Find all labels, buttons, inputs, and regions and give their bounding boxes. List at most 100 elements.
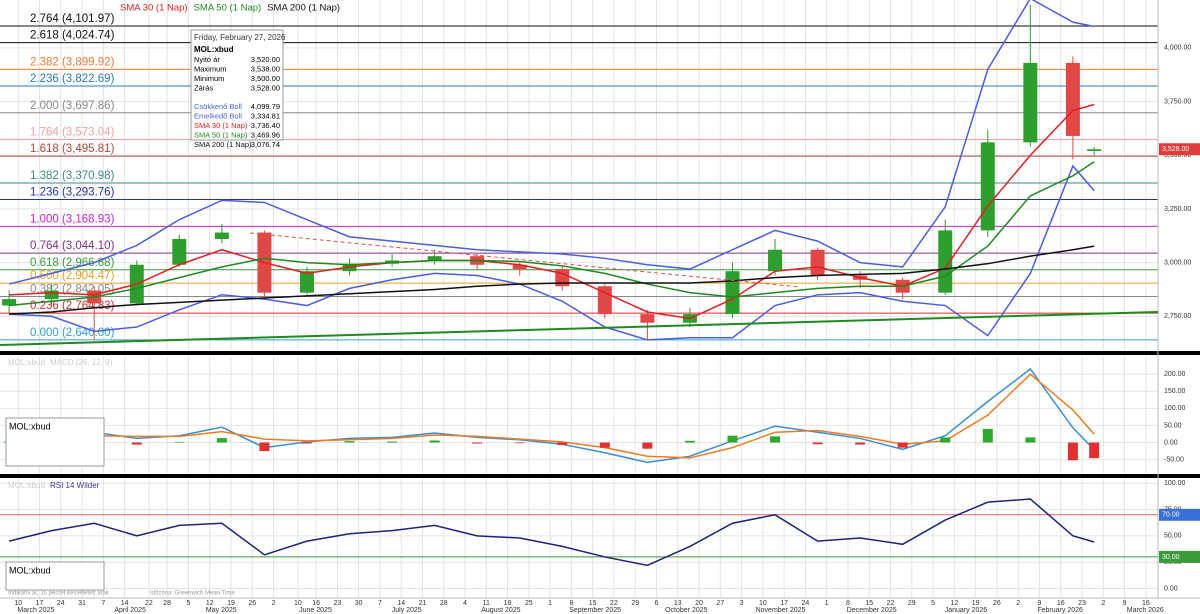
tooltip-label: SMA 50 (1 Nap) bbox=[194, 130, 248, 139]
x-tick-label: 12 bbox=[950, 600, 958, 607]
y-tick-label: 150.00 bbox=[1164, 388, 1186, 395]
candle-body bbox=[299, 271, 314, 293]
x-tick-label: 1 bbox=[548, 600, 552, 607]
x-month-label: May 2025 bbox=[206, 607, 237, 614]
x-tick-label: 21 bbox=[419, 600, 427, 607]
histogram-bar bbox=[1067, 442, 1078, 461]
x-tick-label: 2 bbox=[272, 600, 276, 607]
x-tick-label: 25 bbox=[525, 600, 533, 607]
fib-label: 0.000 (2,640.00) bbox=[30, 327, 115, 339]
histogram-bar bbox=[216, 438, 227, 443]
y-tick-label: 100.00 bbox=[1164, 405, 1186, 412]
histogram-bar bbox=[599, 442, 610, 448]
x-tick-label: 29 bbox=[908, 600, 916, 607]
y-tick-label: 3,750.00 bbox=[1164, 98, 1191, 105]
histogram-bar bbox=[131, 442, 142, 445]
series-line bbox=[8, 498, 1095, 567]
histogram-bar bbox=[642, 442, 653, 449]
candle-body bbox=[214, 232, 229, 239]
histogram-bar bbox=[982, 428, 993, 443]
tooltip-label: Nyitó ár bbox=[194, 55, 220, 64]
tooltip-symbol: MOL:xbud bbox=[194, 45, 234, 54]
candle-body bbox=[768, 249, 783, 272]
candle-body bbox=[640, 314, 655, 323]
y-tick-label: 50.00 bbox=[1164, 422, 1182, 429]
x-tick-label: 19 bbox=[227, 600, 235, 607]
candle-body bbox=[810, 249, 825, 276]
trendline bbox=[249, 232, 801, 288]
tooltip-date: Friday, February 27, 2026 bbox=[194, 33, 286, 42]
macd-legend-box bbox=[5, 417, 105, 467]
band-label: 30.00 bbox=[1162, 554, 1180, 561]
candle-body bbox=[427, 256, 442, 261]
tooltip-label: Maximum bbox=[194, 64, 227, 73]
y-tick-label: 50.00 bbox=[1164, 533, 1182, 540]
y-tick-label: -50.00 bbox=[1164, 456, 1184, 463]
x-tick-label: 10 bbox=[14, 600, 22, 607]
histogram-bar bbox=[472, 442, 483, 444]
x-tick-label: 23 bbox=[1078, 600, 1086, 607]
candle-body bbox=[597, 286, 612, 315]
y-tick-label: 100.00 bbox=[1164, 480, 1186, 487]
x-tick-label: 8 bbox=[569, 600, 573, 607]
histogram-bar bbox=[301, 442, 312, 444]
x-tick-label: 28 bbox=[163, 600, 171, 607]
histogram-bar bbox=[812, 442, 823, 445]
fib-label: 1.764 (3,573.04) bbox=[30, 127, 115, 139]
last-price-label: 3,528.00 bbox=[1162, 146, 1189, 153]
fib-label: 2.236 (3,822.69) bbox=[30, 73, 115, 85]
tooltip-value: 3,334.81 bbox=[251, 111, 280, 120]
y-tick-label: 2,750.00 bbox=[1164, 313, 1191, 320]
x-tick-label: 5 bbox=[186, 600, 190, 607]
fib-label: 0.764 (3,044.10) bbox=[30, 240, 115, 252]
fib-label: 1.000 (3,168.93) bbox=[30, 213, 115, 225]
histogram-bar bbox=[514, 442, 525, 444]
x-tick-label: 29 bbox=[631, 600, 639, 607]
rsi-panel-symbol: MOL:xbud bbox=[8, 481, 45, 490]
tooltip-label: Emelkedő Boll bbox=[194, 111, 242, 120]
x-tick-label: 24 bbox=[57, 600, 65, 607]
histogram-bar bbox=[1025, 437, 1036, 443]
x-month-label: July 2025 bbox=[392, 607, 422, 614]
series-line bbox=[9, 373, 1095, 459]
footer-note: Indikatív ár, 15 percet késleltetett ára… bbox=[8, 591, 110, 597]
tooltip-label: SMA 30 (1 Nap) bbox=[194, 121, 248, 130]
x-tick-label: 6 bbox=[655, 600, 659, 607]
x-tick-label: 7 bbox=[378, 600, 382, 607]
x-month-label: March 2026 bbox=[1127, 607, 1164, 614]
x-tick-label: 9 bbox=[1038, 600, 1042, 607]
candle-body bbox=[1065, 62, 1080, 136]
histogram-bar bbox=[259, 442, 270, 452]
x-tick-label: 10 bbox=[759, 600, 767, 607]
last-price-box bbox=[1159, 143, 1200, 156]
x-month-label: February 2026 bbox=[1037, 607, 1083, 614]
x-tick-label: 22 bbox=[145, 600, 153, 607]
fib-label: 2.618 (4,024.74) bbox=[30, 30, 115, 42]
histogram-bar bbox=[344, 441, 355, 443]
histogram-bar bbox=[727, 435, 738, 443]
x-tick-label: 26 bbox=[993, 600, 1001, 607]
x-tick-label: 8 bbox=[846, 600, 850, 607]
histogram-bar bbox=[174, 441, 185, 443]
series-line bbox=[9, 164, 1095, 341]
tooltip-value: 3,500.00 bbox=[251, 74, 280, 83]
histogram-bar bbox=[387, 441, 398, 443]
tooltip-value: 4,099.79 bbox=[251, 102, 280, 111]
candle-body bbox=[1087, 149, 1102, 151]
y-tick-label: 3,250.00 bbox=[1164, 206, 1191, 213]
grid bbox=[0, 0, 1158, 598]
legend-entry: SMA 200 (1 Nap) bbox=[267, 3, 340, 14]
x-tick-label: 27 bbox=[716, 600, 724, 607]
x-tick-label: 17 bbox=[780, 600, 788, 607]
x-tick-label: 7 bbox=[101, 600, 105, 607]
fib-label: 0.618 (2,966.88) bbox=[30, 257, 115, 269]
x-tick-label: 22 bbox=[610, 600, 618, 607]
tooltip-value: 3,528.00 bbox=[251, 83, 280, 92]
candle-body bbox=[44, 290, 59, 300]
histogram-bar bbox=[897, 442, 908, 448]
band-label: 70.00 bbox=[1162, 512, 1180, 519]
candle-body bbox=[512, 264, 527, 270]
series-line bbox=[9, 161, 1095, 307]
macd-panel-title: MACD (26, 12, 9) bbox=[50, 358, 113, 367]
